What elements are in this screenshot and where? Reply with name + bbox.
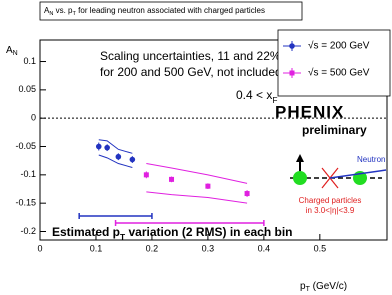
syst-band bbox=[146, 163, 248, 184]
text-part: variation (2 RMS) in each bin bbox=[125, 225, 292, 239]
text-part: T bbox=[306, 286, 311, 293]
text-part: Estimated p bbox=[52, 225, 120, 239]
text-part: A bbox=[44, 6, 50, 15]
text-part: (GeV/c) bbox=[310, 281, 347, 292]
pt-variation bbox=[78, 213, 153, 219]
text-part: N bbox=[49, 11, 53, 17]
syst-band bbox=[98, 139, 133, 154]
y-tick-label: -0.15 bbox=[15, 198, 36, 208]
annotation: Neutron bbox=[357, 155, 385, 164]
annotation: preliminary bbox=[302, 123, 367, 137]
marker bbox=[115, 153, 122, 160]
plot-frame bbox=[39, 39, 388, 241]
annotation: in 3.0<|η|<3.9 bbox=[306, 206, 355, 215]
y-axis-label: AN bbox=[6, 45, 18, 58]
y-tick-label: -0.05 bbox=[15, 141, 36, 151]
legend-label: √s = 500 GeV bbox=[308, 67, 370, 79]
marker bbox=[244, 191, 250, 197]
x-axis-label: pT (GeV/c) bbox=[300, 281, 347, 294]
marker bbox=[129, 156, 136, 163]
x-tick-label: 0.1 bbox=[90, 243, 103, 253]
x-tick-label: 0.5 bbox=[314, 243, 327, 253]
marker bbox=[104, 144, 110, 151]
pt-variation bbox=[114, 220, 265, 226]
y-tick-label: 0 bbox=[31, 113, 36, 123]
syst-band bbox=[146, 191, 248, 204]
x-tick-label: 0 bbox=[37, 243, 42, 253]
annotation: for 200 and 500 GeV, not included bbox=[100, 65, 282, 79]
marker bbox=[205, 183, 211, 189]
text-part: vs. p bbox=[53, 6, 73, 15]
text-part: T bbox=[73, 11, 77, 17]
y-tick-label: 0.05 bbox=[18, 84, 36, 94]
text-part: 0.4 < x bbox=[236, 88, 272, 102]
proton bbox=[293, 171, 307, 185]
spin-arrow-head bbox=[296, 154, 304, 162]
y-tick-label: -0.1 bbox=[20, 169, 36, 179]
charged-arrows bbox=[321, 167, 339, 189]
marker bbox=[169, 176, 175, 182]
text-part: F bbox=[272, 95, 277, 105]
chart-title: AN vs. pT for leading neutron associated… bbox=[44, 6, 265, 17]
legend-box bbox=[277, 29, 391, 97]
legend-marker bbox=[289, 70, 295, 76]
y-tick-label: 0.1 bbox=[23, 56, 36, 66]
x-tick-label: 0.3 bbox=[202, 243, 215, 253]
legend-label: √s = 200 GeV bbox=[308, 40, 370, 52]
syst-band bbox=[98, 154, 133, 168]
x-tick-label: 0.2 bbox=[146, 243, 159, 253]
marker bbox=[95, 143, 102, 150]
legend-marker bbox=[289, 43, 295, 49]
logo: PHENIX bbox=[275, 102, 344, 121]
annotation: Charged particles bbox=[299, 196, 362, 205]
text-part: for leading neutron associated with char… bbox=[76, 6, 265, 15]
text-part: T bbox=[120, 232, 126, 242]
text-part: A bbox=[6, 45, 13, 56]
annotation: 0.4 < xF bbox=[236, 88, 277, 105]
neutron-arrow bbox=[329, 169, 387, 179]
title-box bbox=[39, 1, 303, 21]
text-part: N bbox=[13, 50, 18, 57]
annotation: Estimated pT variation (2 RMS) in each b… bbox=[52, 225, 293, 242]
text-part: p bbox=[300, 281, 306, 292]
marker bbox=[143, 172, 149, 178]
y-tick-label: -0.2 bbox=[20, 226, 36, 236]
annotation: Scaling uncertainties, 11 and 22% bbox=[100, 49, 281, 63]
x-tick-label: 0.4 bbox=[258, 243, 271, 253]
